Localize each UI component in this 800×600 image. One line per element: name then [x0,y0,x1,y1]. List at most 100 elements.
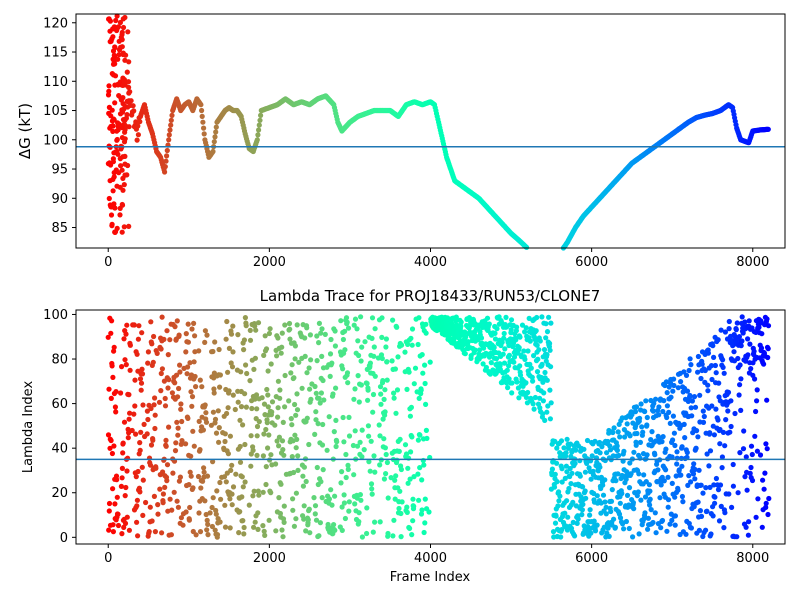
lambda-point [399,342,405,348]
lambda-point [355,373,361,379]
lambda-point [702,367,708,374]
lambda-point [683,531,689,537]
lambda-point [734,534,740,540]
free-energy-point [168,117,174,123]
lambda-point [295,453,301,459]
lambda-point [243,362,249,368]
lambda-point [383,451,389,458]
lambda-point [697,392,703,398]
lambda-point [143,499,149,506]
lambda-point [232,406,238,413]
lambda-point [318,330,324,336]
lambda-point [580,501,586,507]
lambda-point [242,479,248,485]
lambda-point [710,343,716,349]
lambda-point [227,496,233,502]
lambda-point [390,317,396,323]
lambda-point [238,404,245,410]
lambda-point [661,398,667,404]
free-energy-point [131,108,137,114]
free-energy-point [524,244,530,250]
lambda-point [174,498,180,504]
lambda-point [527,338,533,344]
lambda-point [366,433,372,439]
lambda-point [584,460,590,466]
lambda-point [541,347,548,353]
lambda-point [185,321,191,327]
free-energy-point [106,83,112,89]
lambda-point [221,474,228,480]
lambda-point [196,348,202,354]
lambda-point [664,414,670,421]
lambda-point [287,326,293,332]
lambda-point [715,417,721,423]
lambda-point [202,402,208,408]
lambda-point [362,339,368,345]
lambda-point [300,473,306,479]
lambda-point [588,530,594,536]
lambda-point [235,399,241,405]
lambda-point [202,328,208,334]
lambda-point [122,357,128,363]
lambda-point [273,528,279,534]
lambda-point [307,386,313,392]
lambda-point [204,332,210,338]
lambda-point [385,495,391,501]
lambda-point [715,487,722,493]
lambda-point [701,413,707,420]
lambda-point [745,532,752,538]
lambda-point [570,499,576,505]
lambda-point [151,402,157,408]
lambda-point [667,420,673,426]
lambda-point [652,510,658,516]
lambda-point [198,485,204,491]
lambda-point [261,352,267,358]
lambda-point [369,335,375,341]
lambda-point [314,464,320,471]
lambda-point [225,451,231,457]
lambda-point [735,490,741,496]
lambda-point [747,470,753,476]
lambda-point [506,363,512,369]
lambda-point [183,331,189,337]
lambda-point [211,386,217,392]
free-energy-point [107,18,113,24]
lambda-point [679,444,685,450]
lambda-point [505,385,511,391]
lambda-point [293,516,299,522]
free-energy-point [124,98,130,104]
lambda-point [201,469,207,475]
lambda-point [656,404,662,410]
free-energy-point [163,158,169,164]
lambda-point [303,478,309,485]
lambda-point [736,392,742,398]
lambda-point [631,449,637,455]
lambda-point [631,506,637,512]
lambda-point [402,349,408,355]
lambda-point [156,399,163,405]
lambda-point [266,330,272,337]
lambda-point [304,415,310,421]
lambda-point [642,408,648,415]
free-energy-point [107,28,113,34]
lambda-point [204,517,210,524]
lambda-point [644,414,650,421]
free-energy-point [109,221,115,227]
lambda-point [423,401,429,407]
lambda-point [341,492,347,498]
lambda-point [563,523,569,529]
lambda-point [343,451,349,458]
lambda-point [738,407,744,413]
lambda-point [346,414,352,420]
lambda-point [684,449,690,456]
lambda-point [378,391,384,397]
lambda-point [216,346,222,353]
lambda-point [119,465,125,471]
lambda-point [140,402,146,408]
lambda-point [627,460,633,466]
lambda-point [281,452,287,458]
lambda-point [577,473,583,479]
lambda-point [392,366,398,372]
lambda-point [286,398,292,404]
lambda-point [178,401,184,407]
